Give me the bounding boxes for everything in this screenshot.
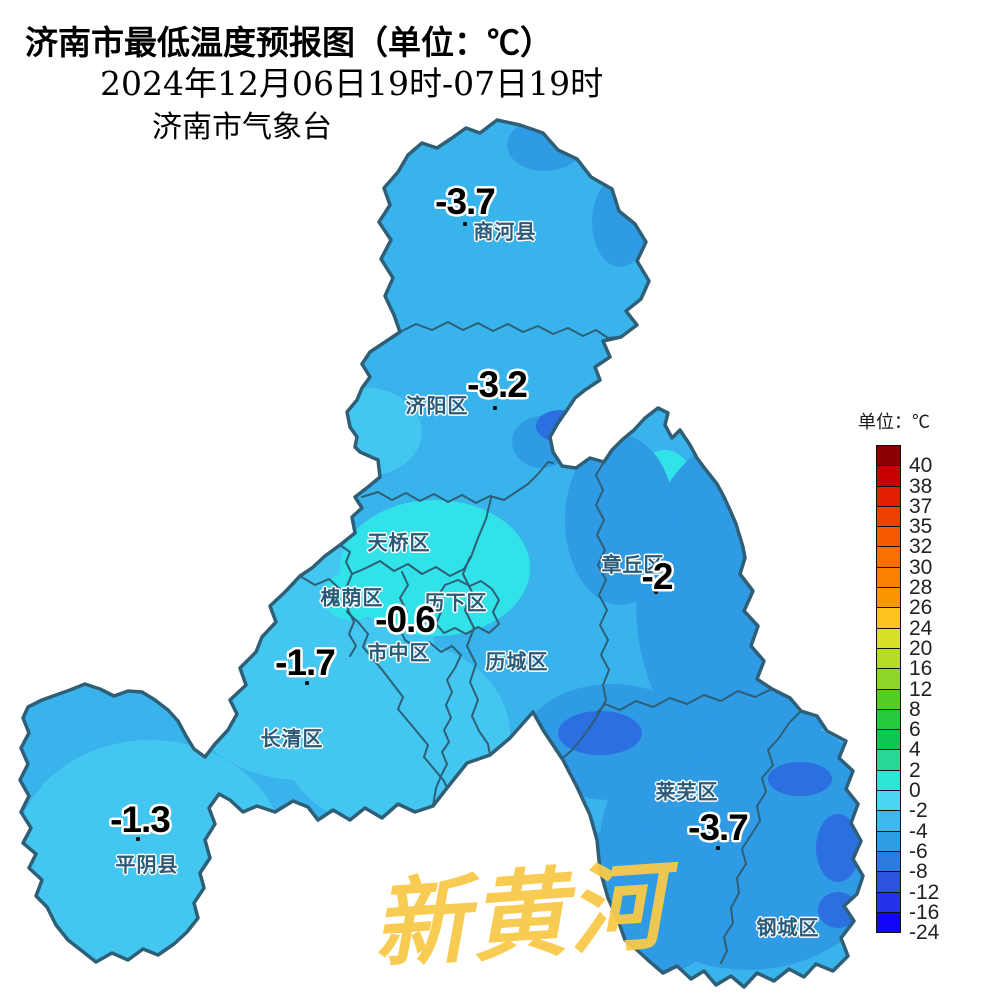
legend-color-cell: 24: [876, 607, 932, 639]
legend-title: 单位：℃: [858, 412, 930, 432]
temperature-value: -0.6: [375, 599, 436, 640]
district-label: 章丘区: [601, 554, 665, 577]
city-outline: [18, 118, 865, 989]
legend-color-cell: -12: [876, 871, 939, 903]
district-label: 平阴县: [115, 854, 179, 877]
legend-color-cell: -8: [876, 850, 928, 882]
legend-color-cell: 8: [876, 688, 921, 720]
district-label: 莱芜区: [655, 781, 719, 804]
legend-scale: 40 38 37 35 32 30 28 26 24 20 16 12 8 6 4 2 0 -2 -4 -6 -8 -12…: [876, 445, 939, 943]
district-label: 长清区: [260, 728, 324, 751]
legend-color-cell: 4: [876, 729, 921, 760]
district-label: 历下区: [424, 592, 488, 615]
temperature-value: -1.3: [110, 799, 171, 840]
legend-tick-label: -2: [909, 799, 928, 823]
legend-tick-label: 4: [909, 738, 921, 762]
temperature-value: -3.7: [435, 181, 496, 222]
station-dot: [431, 623, 435, 627]
district-label: 济阳区: [405, 395, 469, 418]
legend-tick-label: -8: [909, 860, 928, 884]
temperature-value: -2: [641, 556, 674, 597]
district-label: 市中区: [367, 642, 431, 665]
legend-tick-label: 0: [909, 779, 921, 803]
legend-tick-label: -4: [909, 819, 928, 843]
legend-tick-label: 6: [909, 718, 921, 742]
legend-color-cell: 16: [876, 647, 932, 679]
station-dot: [716, 846, 720, 850]
legend-color-cell: 12: [876, 668, 932, 700]
legend-tick-label: 30: [909, 555, 933, 579]
legend-tick-label: 38: [909, 474, 933, 498]
legend-color-cell: -24: [876, 911, 939, 943]
legend-color-cell: 32: [876, 526, 932, 557]
legend-tick-label: 16: [909, 657, 933, 681]
station-dot: [654, 590, 658, 594]
station-dot: [305, 681, 309, 685]
district-label: 历城区: [485, 651, 549, 674]
legend-color-cell: -2: [876, 790, 928, 821]
district-label: 槐荫区: [320, 587, 384, 610]
legend-tick-label: -24: [909, 921, 940, 945]
temperature-legend: 单位：℃ 40 38 37 35 32 30 28 26 24 20 16 12 8 6 4 2 0 -2 -4 -6…: [858, 408, 939, 943]
temperature-value: -3.7: [688, 807, 749, 848]
watermark: 新黄河: [368, 848, 671, 983]
legend-color-cell: -16: [876, 891, 939, 923]
legend-color-cell: 37: [876, 485, 932, 517]
station-dot: [493, 406, 497, 410]
legend-color-cell: -4: [876, 810, 928, 842]
legend-tick-label: 8: [909, 697, 921, 721]
legend-tick-label: 20: [909, 636, 933, 660]
legend-color-cell: 6: [876, 708, 921, 740]
legend-color-cell: 0: [876, 769, 921, 801]
legend-tick-label: -16: [909, 900, 940, 924]
legend-color-cell: 38: [876, 465, 932, 497]
legend-tick-label: 28: [909, 576, 933, 600]
page-title: 济南市最低温度预报图（单位：℃）: [25, 24, 553, 61]
legend-color-cell: 40: [876, 445, 932, 476]
legend-tick-label: 26: [909, 596, 933, 620]
legend-color-cell: 28: [876, 566, 932, 598]
agency-name: 济南市气象台: [152, 110, 332, 145]
legend-tick-label: 37: [909, 494, 933, 518]
legend-tick-label: 40: [909, 454, 933, 478]
legend-tick-label: 35: [909, 515, 933, 539]
legend-color-cell: 35: [876, 505, 932, 537]
legend-tick-label: 12: [909, 677, 933, 701]
legend-color-cell: 20: [876, 627, 932, 659]
legend-color-cell: -6: [876, 830, 928, 862]
legend-tick-label: 32: [909, 535, 933, 559]
legend-tick-label: 24: [909, 616, 933, 640]
district-label: 天桥区: [367, 532, 431, 555]
legend-color-cell: 30: [876, 546, 932, 578]
legend-tick-label: -12: [909, 880, 940, 904]
station-dot: [136, 837, 140, 841]
district-label: 钢城区: [756, 917, 820, 940]
temperature-value: -1.7: [275, 642, 336, 683]
district-borders: [299, 321, 802, 964]
district-label: 商河县: [473, 221, 537, 244]
legend-tick-label: 2: [909, 758, 921, 782]
station-dot: [463, 222, 467, 226]
temperature-value: -3.2: [467, 364, 528, 405]
legend-tick-label: -6: [909, 839, 928, 863]
legend-color-cell: 2: [876, 749, 921, 781]
forecast-period: 2024年12月06日19时-07日19时: [100, 64, 604, 103]
legend-color-cell: 26: [876, 587, 932, 618]
